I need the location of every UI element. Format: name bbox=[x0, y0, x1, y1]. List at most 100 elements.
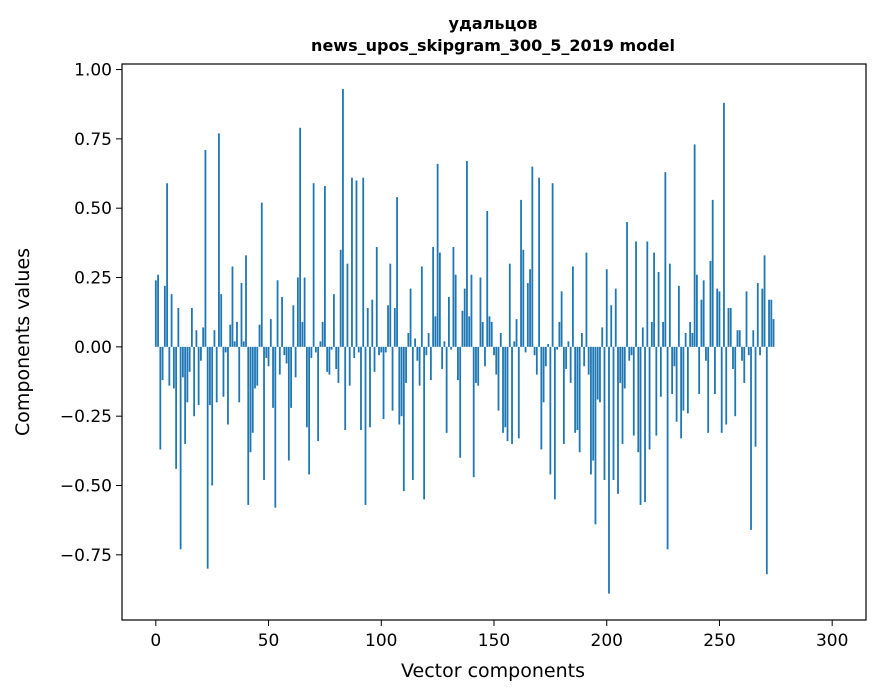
bar bbox=[531, 166, 534, 347]
bar bbox=[170, 294, 173, 347]
bar bbox=[263, 346, 265, 480]
bar bbox=[644, 346, 646, 503]
bar bbox=[423, 346, 426, 500]
bar bbox=[450, 346, 453, 350]
bar bbox=[429, 346, 432, 381]
bar bbox=[459, 346, 462, 458]
y-tick-label: −0.25 bbox=[60, 407, 112, 427]
bar bbox=[754, 346, 757, 447]
bar bbox=[432, 247, 435, 347]
bar bbox=[475, 346, 477, 383]
x-tick-label: 250 bbox=[703, 631, 735, 651]
bar bbox=[254, 346, 256, 389]
bar bbox=[520, 199, 522, 347]
bar bbox=[213, 330, 216, 347]
bar bbox=[486, 210, 489, 347]
bar bbox=[285, 346, 288, 364]
bar bbox=[220, 294, 223, 347]
bar bbox=[743, 346, 746, 383]
bar bbox=[321, 321, 324, 347]
bar bbox=[657, 271, 660, 347]
bar bbox=[402, 346, 405, 492]
bar bbox=[172, 346, 175, 389]
chart-title: удальцов bbox=[449, 14, 538, 33]
bar bbox=[398, 346, 401, 425]
bar bbox=[299, 127, 302, 347]
bar bbox=[407, 332, 410, 347]
bar bbox=[157, 274, 159, 347]
bar bbox=[292, 305, 295, 347]
bar bbox=[362, 177, 365, 347]
bar bbox=[506, 346, 509, 442]
bar bbox=[680, 346, 683, 439]
bar bbox=[240, 283, 243, 347]
bar bbox=[190, 308, 193, 347]
bar bbox=[490, 321, 493, 347]
bar bbox=[641, 327, 644, 347]
bar bbox=[344, 346, 347, 431]
bar bbox=[301, 321, 304, 347]
bar bbox=[276, 280, 279, 347]
bar bbox=[209, 346, 211, 406]
bar bbox=[684, 332, 687, 347]
bar bbox=[617, 346, 619, 494]
bar bbox=[443, 341, 446, 347]
x-tick-label: 50 bbox=[258, 631, 280, 651]
bar bbox=[718, 291, 721, 347]
bar bbox=[542, 346, 545, 403]
bar bbox=[310, 346, 313, 358]
bar bbox=[637, 346, 640, 453]
bar bbox=[621, 346, 624, 444]
bar bbox=[274, 346, 277, 508]
bar bbox=[378, 346, 380, 356]
bar bbox=[222, 346, 225, 397]
bar bbox=[686, 346, 689, 414]
y-tick-label: −0.50 bbox=[60, 477, 112, 497]
bar bbox=[391, 346, 394, 411]
bar bbox=[596, 346, 599, 400]
bar bbox=[763, 255, 766, 347]
x-tick-label: 200 bbox=[591, 631, 623, 651]
bar bbox=[551, 183, 554, 347]
bar bbox=[759, 346, 761, 356]
bar bbox=[522, 249, 525, 347]
bar bbox=[626, 222, 628, 347]
bar bbox=[224, 346, 227, 353]
bar bbox=[741, 346, 743, 361]
bar bbox=[738, 330, 741, 347]
bar bbox=[202, 327, 205, 347]
bar bbox=[396, 197, 398, 347]
bar bbox=[166, 183, 168, 347]
bar bbox=[355, 180, 358, 347]
x-axis: 0 50 100 150 200 250 300 bbox=[150, 620, 848, 651]
bar bbox=[583, 346, 586, 367]
bar bbox=[188, 346, 191, 372]
bar bbox=[599, 346, 601, 403]
x-tick-label: 0 bbox=[150, 631, 161, 651]
bar bbox=[351, 177, 353, 347]
bar bbox=[558, 321, 561, 347]
bar bbox=[576, 346, 579, 431]
bar bbox=[186, 346, 189, 403]
y-axis: 1.00 0.75 0.50 0.25 0.00 −0.25 −0.50 −0.75 bbox=[60, 61, 122, 566]
bar bbox=[578, 346, 581, 453]
bar bbox=[515, 319, 518, 347]
bar bbox=[590, 346, 592, 475]
bar bbox=[317, 346, 320, 442]
bar bbox=[732, 346, 734, 370]
bar bbox=[479, 277, 482, 347]
bar bbox=[502, 346, 504, 433]
bar bbox=[538, 177, 540, 347]
bar bbox=[565, 346, 568, 370]
bar bbox=[434, 316, 437, 347]
bar bbox=[211, 346, 214, 486]
bar bbox=[427, 332, 430, 347]
bar bbox=[233, 341, 236, 347]
y-tick-label: 1.00 bbox=[74, 61, 112, 81]
bar bbox=[581, 332, 583, 347]
bar bbox=[303, 277, 306, 347]
bar bbox=[296, 277, 299, 347]
bar bbox=[265, 346, 268, 358]
bar bbox=[177, 308, 180, 347]
